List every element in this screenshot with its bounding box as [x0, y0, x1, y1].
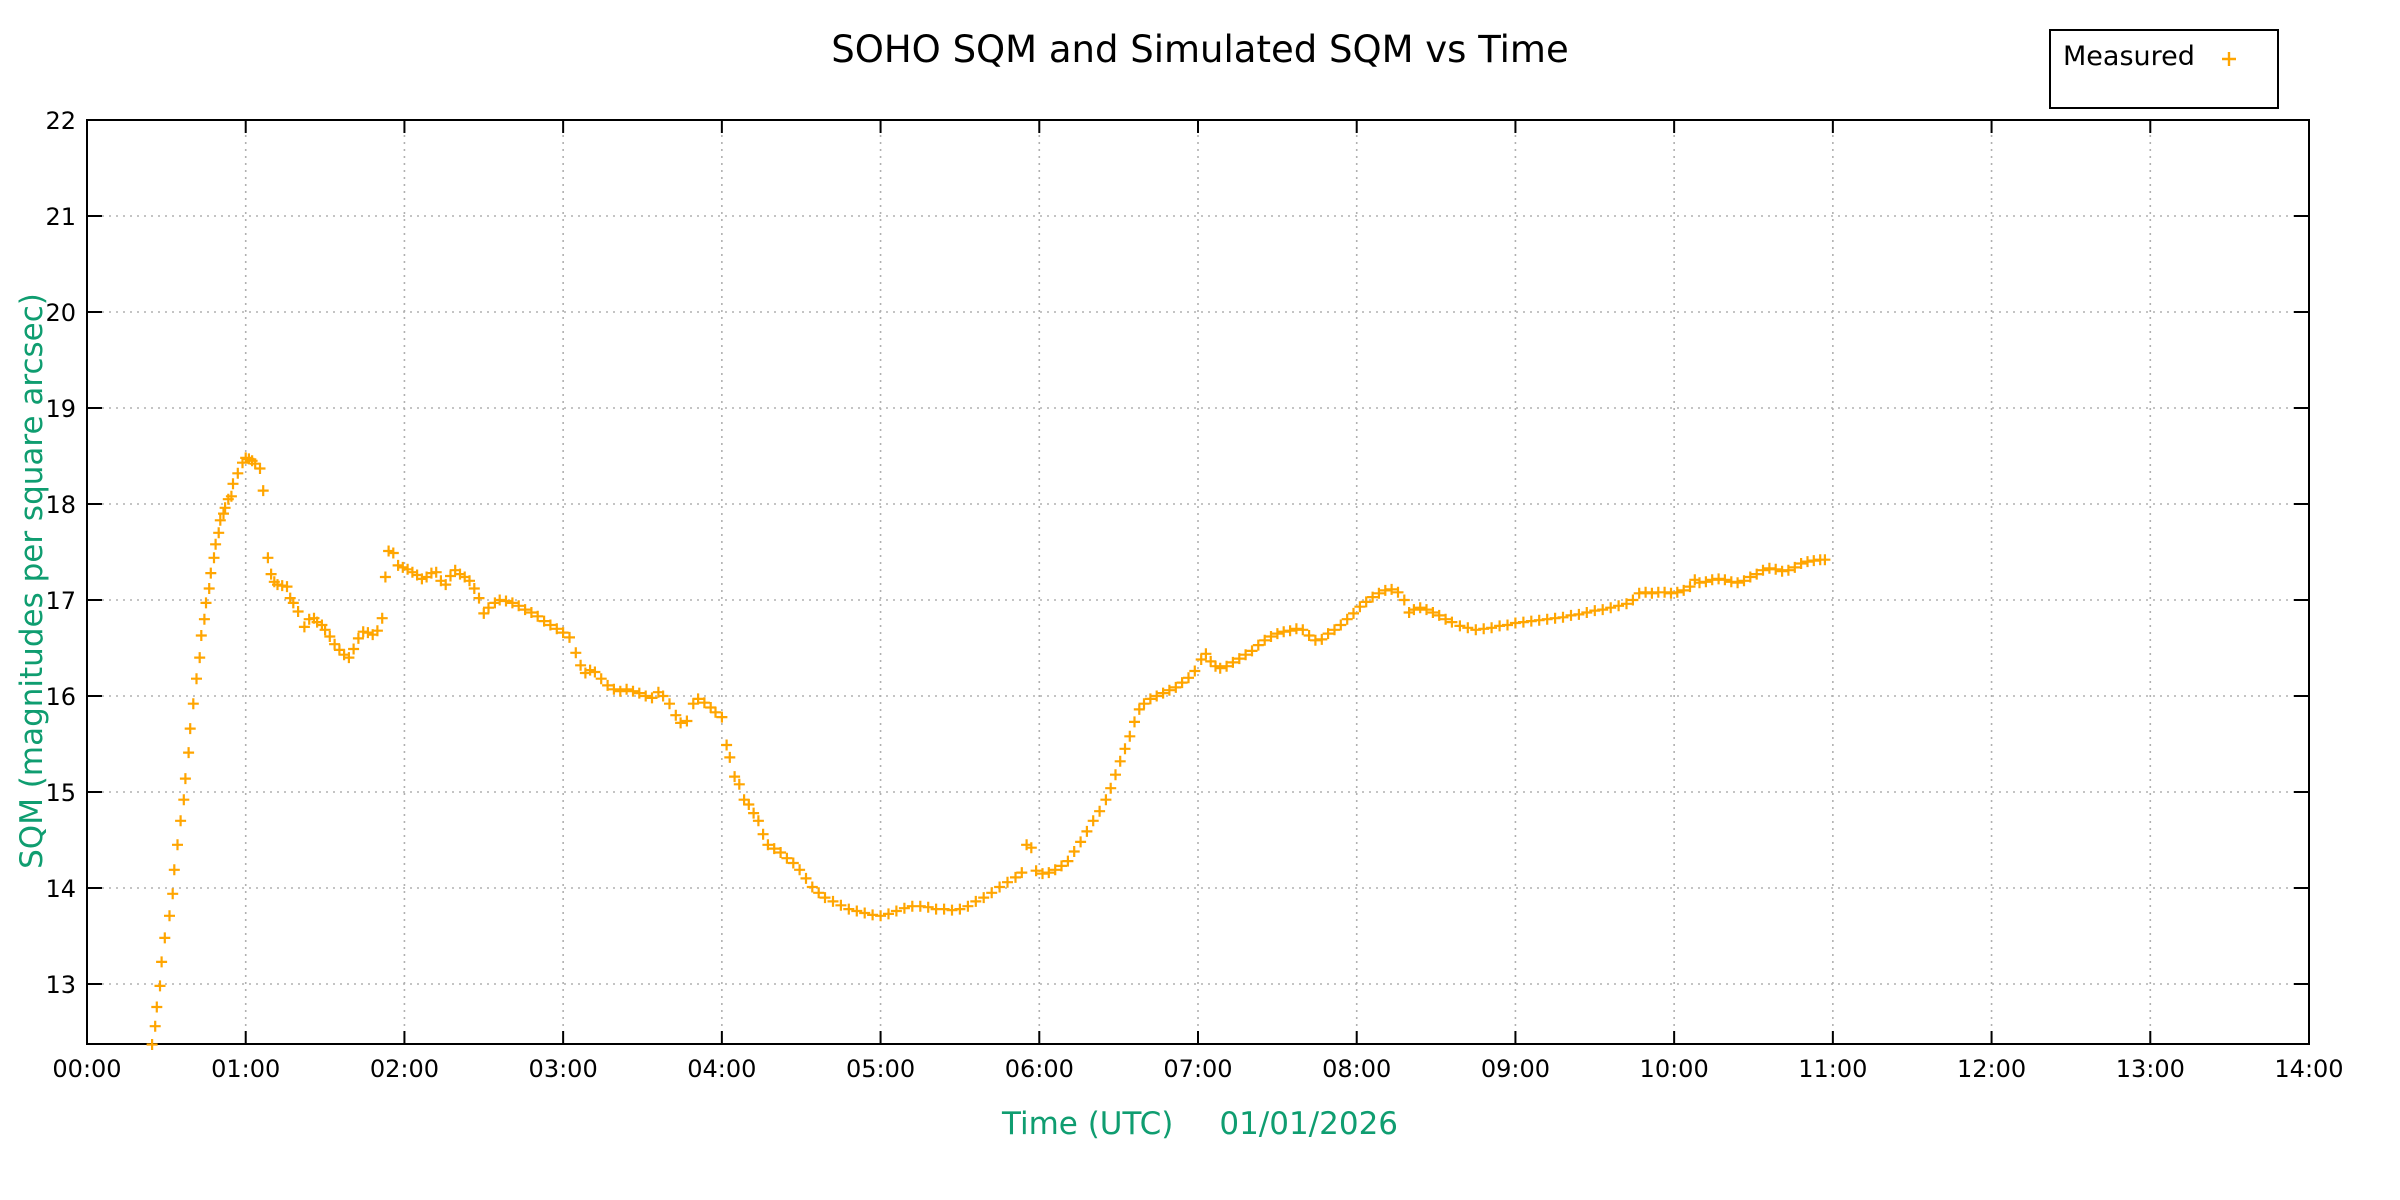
x-tick-label: 12:00 — [1957, 1055, 2026, 1083]
data-points-measured — [146, 452, 1831, 1050]
x-tick-label: 00:00 — [52, 1055, 121, 1083]
chart-title: SOHO SQM and Simulated SQM vs Time — [831, 28, 1569, 71]
y-tick-label: 15 — [45, 779, 76, 807]
x-tick-label: 13:00 — [2116, 1055, 2185, 1083]
y-tick-label: 17 — [45, 587, 76, 615]
y-tick-label: 16 — [45, 683, 76, 711]
legend-entry-measured: Measured — [2063, 41, 2195, 72]
x-tick-label: 05:00 — [846, 1055, 915, 1083]
x-tick-label: 09:00 — [1481, 1055, 1550, 1083]
x-tick-label: 01:00 — [211, 1055, 280, 1083]
legend-box: Measured — [2049, 29, 2279, 109]
y-tick-label: 21 — [45, 203, 76, 231]
x-tick-label: 14:00 — [2274, 1055, 2343, 1083]
x-tick-label: 07:00 — [1163, 1055, 1232, 1083]
y-tick-label: 20 — [45, 299, 76, 327]
x-axis-label-text: Time (UTC) — [1001, 1106, 1174, 1142]
x-tick-label: 03:00 — [529, 1055, 598, 1083]
y-tick-label: 19 — [45, 395, 76, 423]
y-tick-label: 14 — [45, 875, 76, 903]
x-tick-label: 08:00 — [1322, 1055, 1391, 1083]
x-tick-label: 04:00 — [687, 1055, 756, 1083]
x-tick-label: 10:00 — [1640, 1055, 1709, 1083]
plot-border — [86, 119, 2310, 1045]
y-tick-label: 13 — [45, 971, 76, 999]
plus-marker-icon — [2222, 52, 2236, 66]
x-axis-label: Time (UTC) 01/01/2026 — [0, 1106, 2400, 1142]
x-tick-label: 11:00 — [1798, 1055, 1867, 1083]
y-tick-label: 18 — [45, 491, 76, 519]
y-tick-label: 22 — [45, 107, 76, 135]
x-tick-label: 06:00 — [1005, 1055, 1074, 1083]
x-axis-date-annotation: 01/01/2026 — [1219, 1106, 1399, 1142]
x-tick-label: 02:00 — [370, 1055, 439, 1083]
